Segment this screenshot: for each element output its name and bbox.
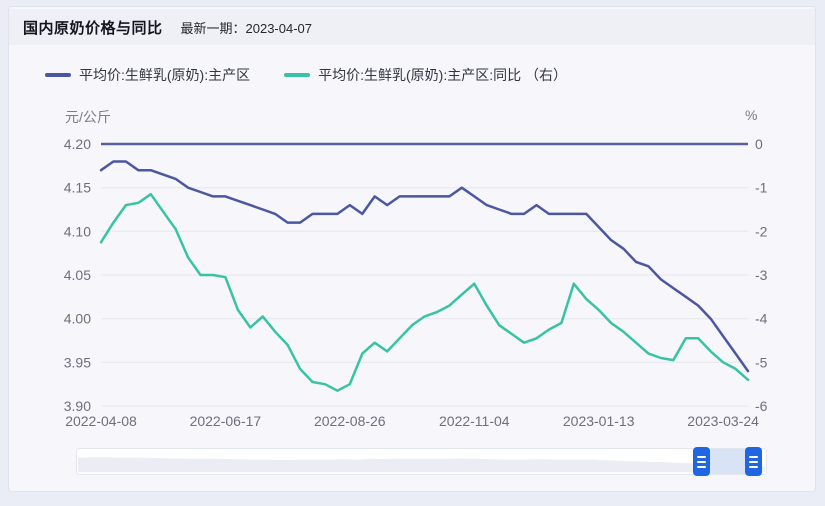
- y-axis-label-left: 4.20: [64, 136, 91, 152]
- right-axis-unit-label: %: [745, 107, 758, 123]
- chart-title: 国内原奶价格与同比: [23, 19, 163, 37]
- y-axis-label-left: 4.15: [64, 180, 91, 196]
- x-axis-label: 2023-03-24: [687, 413, 759, 429]
- left-axis-unit-label: 元/公斤: [65, 109, 111, 125]
- data-zoom-slider[interactable]: [76, 447, 767, 476]
- grip-lines-icon: [749, 455, 758, 458]
- y-axis-label-right: -3: [755, 267, 768, 283]
- y-axis-label-right: -4: [755, 311, 768, 327]
- legend-swatch-yoy: [284, 73, 311, 77]
- silhouette-shape: [77, 457, 766, 473]
- legend-item-price[interactable]: 平均价:生鲜乳(原奶):主产区: [45, 65, 250, 85]
- slider-left-handle[interactable]: [693, 447, 710, 476]
- y-axis-label-left: 3.95: [64, 354, 91, 370]
- grip-lines-icon: [697, 460, 706, 463]
- chart-legend: 平均价:生鲜乳(原奶):主产区 平均价:生鲜乳(原奶):主产区:同比 （右）: [45, 65, 567, 85]
- y-axis-label-left: 4.00: [64, 311, 91, 327]
- legend-swatch-price: [45, 73, 71, 77]
- slider-right-handle[interactable]: [745, 447, 762, 476]
- y-axis-label-right: -5: [755, 354, 768, 370]
- y-axis-label-right: 0: [755, 136, 763, 152]
- x-axis-label: 2022-04-08: [65, 413, 137, 429]
- price-line: [99, 160, 750, 373]
- chart-card: 国内原奶价格与同比 最新一期：2023-04-07 平均价:生鲜乳(原奶):主产…: [8, 6, 816, 492]
- chart-header: 国内原奶价格与同比 最新一期：2023-04-07: [9, 9, 815, 45]
- x-axis-label: 2022-08-26: [314, 413, 386, 429]
- x-axis-label: 2022-06-17: [190, 413, 262, 429]
- y-axis-label-right: -1: [755, 180, 768, 196]
- legend-label-yoy: 平均价:生鲜乳(原奶):主产区:同比 （右）: [318, 67, 567, 83]
- chart-plot-area[interactable]: 4.20 4.15 4.10 4.05 4.00 3.95 3.90 0 -1 -2 -3 -4 -5 -…: [9, 7, 816, 492]
- legend-label-price: 平均价:生鲜乳(原奶):主产区: [79, 67, 251, 83]
- x-axis-label: 2022-11-04: [439, 413, 510, 429]
- grip-lines-icon: [749, 465, 758, 468]
- grip-lines-icon: [697, 455, 706, 458]
- y-axis-label-right: -6: [755, 398, 768, 414]
- latest-period-label: 最新一期：2023-04-07: [180, 20, 313, 36]
- x-axis-label: 2023-01-13: [563, 413, 635, 429]
- slider-data-silhouette: [77, 457, 766, 473]
- grip-lines-icon: [697, 465, 706, 468]
- y-axis-label-left: 3.90: [64, 398, 91, 414]
- y-axis-label-left: 4.10: [64, 223, 91, 239]
- grip-lines-icon: [749, 460, 758, 463]
- y-axis-label-right: -2: [755, 223, 768, 239]
- y-axis-label-left: 4.05: [64, 267, 91, 283]
- yoy-line: [99, 192, 750, 392]
- legend-item-yoy[interactable]: 平均价:生鲜乳(原奶):主产区:同比 （右）: [284, 65, 567, 85]
